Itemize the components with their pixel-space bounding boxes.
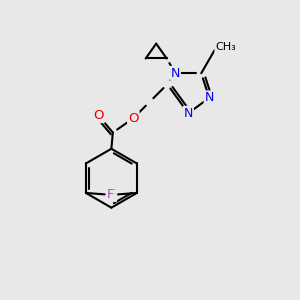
Text: F: F — [109, 188, 116, 201]
Text: N: N — [205, 92, 214, 104]
Text: N: N — [171, 67, 180, 80]
Text: O: O — [93, 109, 104, 122]
Text: O: O — [128, 112, 139, 125]
Text: F: F — [106, 188, 114, 201]
Text: N: N — [184, 107, 193, 120]
Text: CH₃: CH₃ — [215, 42, 236, 52]
